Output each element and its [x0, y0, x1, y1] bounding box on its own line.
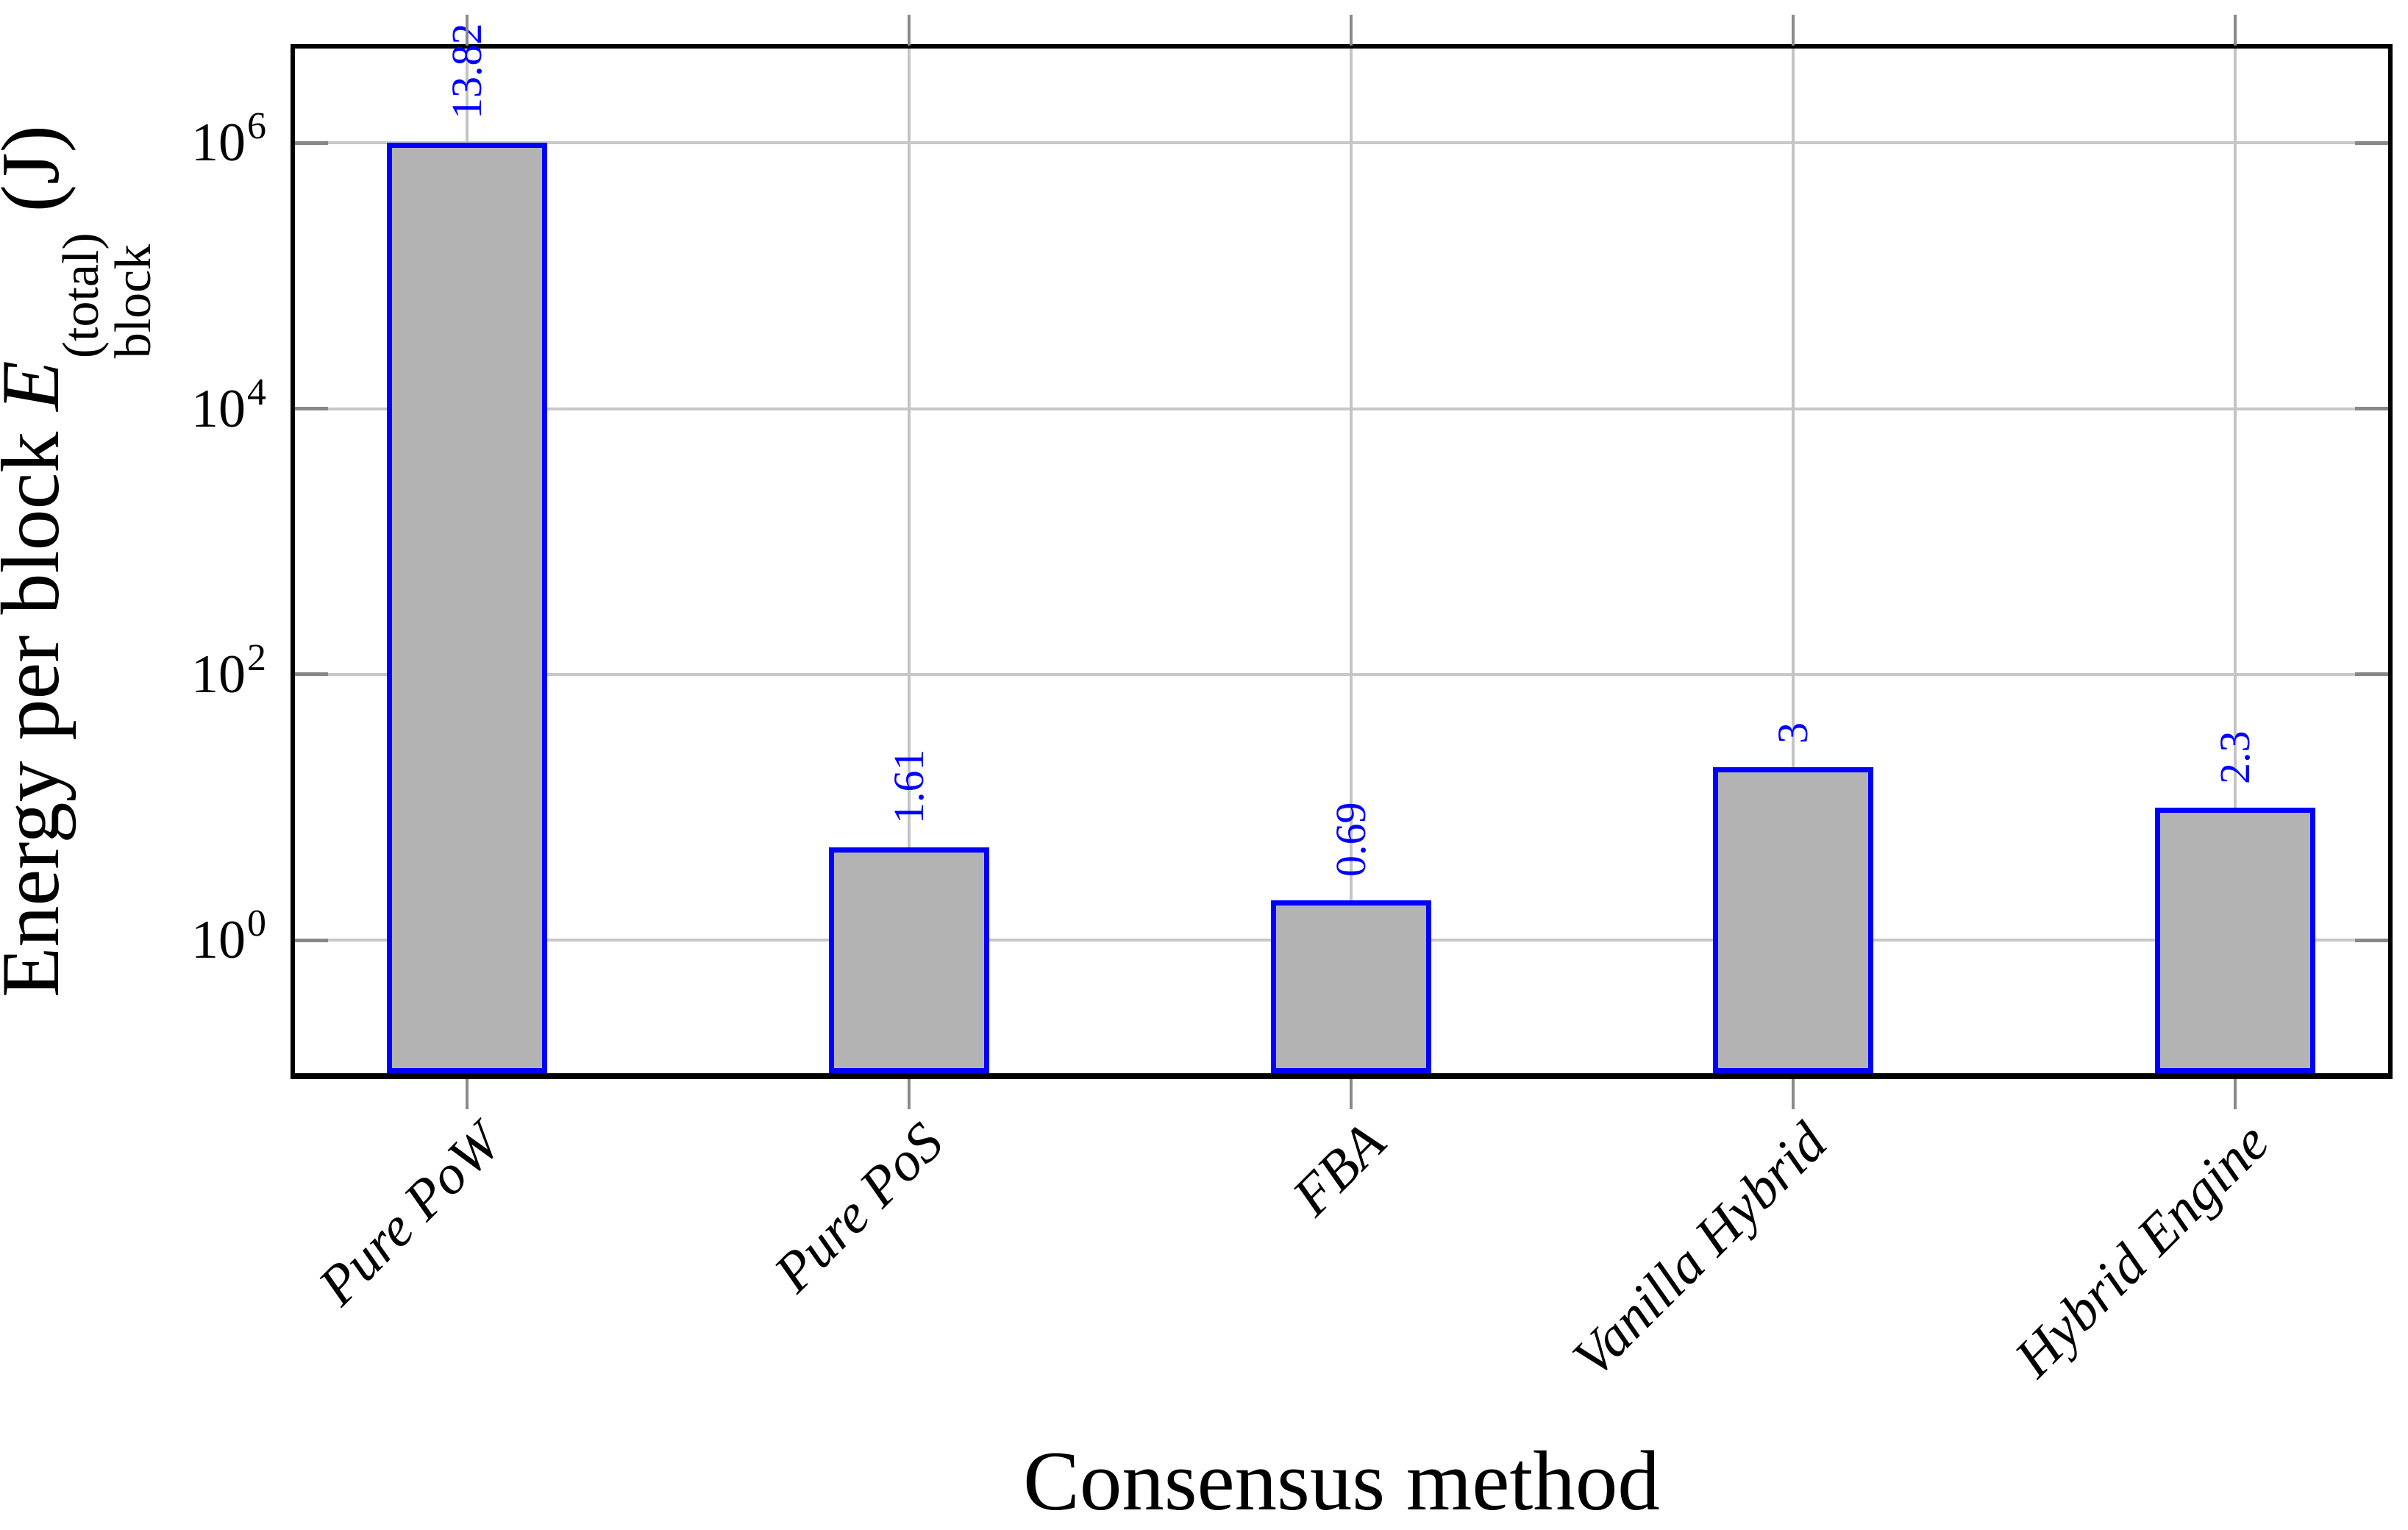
- y-axis-title-scripts: (total) block: [53, 232, 163, 359]
- y-tick-label-exponent: 2: [247, 636, 266, 679]
- y-tick-label: 102: [191, 638, 266, 705]
- y-tick-right: [2355, 672, 2388, 677]
- y-axis-title-superscript: (total): [53, 232, 110, 359]
- y-axis-title-prefix: Energy per block: [0, 431, 77, 997]
- x-tick-label-text: Pure PoS: [762, 1111, 955, 1304]
- gridline-vertical: [2233, 49, 2237, 1073]
- y-tick-label-exponent: 4: [247, 371, 266, 413]
- x-tick-top: [1350, 15, 1353, 46]
- y-tick-label: 100: [191, 905, 266, 971]
- y-axis-title-suffix: (J): [0, 125, 77, 213]
- y-tick-left: [295, 672, 328, 677]
- x-tick-label-fba: FBA: [1252, 1111, 1397, 1228]
- bar-value-label: 3: [1768, 722, 1817, 744]
- bar-pure-pos: [829, 847, 990, 1073]
- y-tick-label-exponent: 6: [247, 105, 266, 148]
- y-tick-label-base: 10: [191, 910, 246, 971]
- x-tick-bottom: [2233, 1079, 2237, 1109]
- y-tick-right: [2355, 938, 2388, 942]
- bar-hybrid-engine: [2154, 807, 2315, 1073]
- plot-area: 13.82 1.61 0.69 3 2.3: [291, 24, 2393, 1079]
- y-tick-left: [295, 407, 328, 411]
- y-tick-label-base: 10: [191, 113, 246, 174]
- x-tick-label-text: FBA: [1280, 1111, 1397, 1228]
- bar-pure-pow: [386, 143, 547, 1073]
- x-tick-label-vanilla-hybrid: Vanilla Hybrid: [1465, 1111, 1839, 1389]
- x-tick-label-text: Vanilla Hybrid: [1561, 1111, 1839, 1389]
- x-tick-top: [1791, 15, 1795, 46]
- bar-value-label: 0.69: [1327, 802, 1375, 877]
- bar-fba: [1271, 900, 1432, 1073]
- x-tick-label-pure-pos: Pure PoS: [702, 1111, 955, 1304]
- y-tick-label-base: 10: [191, 644, 246, 705]
- gridline-vertical: [1791, 49, 1795, 1073]
- x-tick-bottom: [465, 1079, 469, 1109]
- x-tick-bottom: [908, 1079, 911, 1109]
- x-tick-top: [2233, 15, 2237, 46]
- x-tick-bottom: [1791, 1079, 1795, 1109]
- y-tick-left: [295, 938, 328, 942]
- x-tick-top: [908, 15, 911, 46]
- x-tick-label-hybrid-engine: Hybrid Engine: [1907, 1111, 2281, 1389]
- gridline-horizontal: [295, 672, 2388, 676]
- x-tick-label-text: Hybrid Engine: [2003, 1111, 2281, 1389]
- bar-vanilla-hybrid: [1712, 767, 1873, 1073]
- y-axis-title: Energy per block E(total)block (J): [0, 125, 163, 997]
- x-tick-bottom: [1350, 1079, 1353, 1109]
- x-axis-title: Consensus method: [1023, 1434, 1660, 1528]
- y-tick-left: [295, 140, 328, 145]
- gridline-horizontal: [295, 141, 2388, 145]
- y-tick-label-base: 10: [191, 378, 246, 439]
- y-axis-title-symbol: E: [0, 360, 76, 410]
- gridline-horizontal: [295, 407, 2388, 410]
- gridline-vertical: [1350, 49, 1353, 1073]
- y-tick-label-exponent: 0: [247, 903, 266, 945]
- y-tick-right: [2355, 407, 2388, 411]
- x-tick-label-pure-pow: Pure PoW: [241, 1111, 513, 1317]
- bar-value-label: 2.3: [2210, 730, 2259, 784]
- y-tick-label: 104: [191, 373, 266, 439]
- gridline-vertical: [908, 49, 911, 1073]
- x-tick-label-text: Pure PoW: [307, 1111, 513, 1317]
- x-tick-top: [465, 15, 469, 46]
- y-axis-title-subscript: block: [105, 243, 163, 359]
- y-tick-right: [2355, 140, 2388, 145]
- bar-value-label: 1.61: [885, 749, 933, 825]
- y-tick-label: 106: [191, 107, 266, 174]
